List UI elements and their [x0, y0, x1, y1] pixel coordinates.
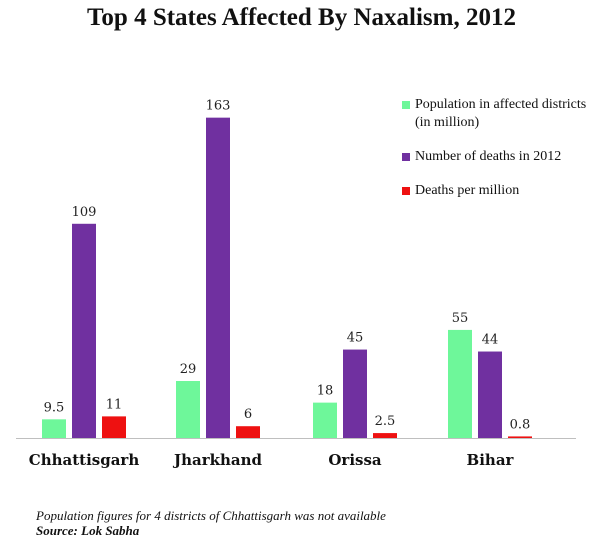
bar-deaths-chhattisgarh	[72, 223, 96, 438]
legend-item-deaths-per-million: Deaths per million	[402, 182, 602, 200]
data-label-population-chhattisgarh: 9.5	[44, 400, 65, 415]
legend-label-population: Population in affected districts (in mil…	[415, 97, 587, 130]
legend-swatch-population	[402, 101, 410, 109]
legend-swatch-deaths-per-million	[402, 187, 410, 195]
category-label-orissa: Orissa	[328, 451, 382, 469]
data-label-population-orissa: 18	[317, 384, 334, 399]
legend-label-deaths-per-million: Deaths per million	[415, 183, 520, 198]
data-label-deaths-chhattisgarh: 109	[72, 205, 97, 220]
bar-deaths-bihar	[478, 351, 502, 438]
footnote-source: Source: Lok Sabha	[36, 523, 140, 538]
category-label-chhattisgarh: Chhattisgarh	[29, 451, 140, 469]
legend-item-deaths: Number of deaths in 2012	[402, 148, 602, 166]
legend: Population in affected districts (in mil…	[402, 96, 602, 216]
data-label-deaths-per-million-chhattisgarh: 11	[106, 397, 123, 412]
bar-deaths-orissa	[343, 349, 367, 438]
bar-deaths-per-million-orissa	[373, 433, 397, 438]
legend-item-population: Population in affected districts (in mil…	[402, 96, 602, 132]
bar-deaths-per-million-chhattisgarh	[102, 416, 126, 438]
bar-population-jharkhand	[176, 381, 200, 438]
bar-population-bihar	[448, 329, 472, 438]
data-label-deaths-jharkhand: 163	[206, 99, 231, 114]
bar-population-chhattisgarh	[42, 419, 66, 438]
footnote: Population figures for 4 districts of Ch…	[36, 508, 386, 538]
legend-swatch-deaths	[402, 153, 410, 161]
legend-label-deaths: Number of deaths in 2012	[415, 149, 562, 164]
bar-deaths-per-million-jharkhand	[236, 426, 260, 438]
bar-deaths-jharkhand	[206, 117, 230, 439]
data-label-population-jharkhand: 29	[180, 362, 197, 377]
bar-population-orissa	[313, 402, 337, 438]
data-label-deaths-per-million-jharkhand: 6	[244, 407, 252, 422]
data-label-deaths-orissa: 45	[347, 331, 364, 346]
data-label-population-bihar: 55	[452, 311, 469, 326]
chart-title: Top 4 States Affected By Naxalism, 2012	[87, 4, 516, 31]
footnote-note: Population figures for 4 districts of Ch…	[36, 508, 386, 523]
category-label-bihar: Bihar	[467, 451, 515, 469]
data-label-deaths-bihar: 44	[482, 333, 499, 348]
data-label-deaths-per-million-orissa: 2.5	[375, 414, 396, 429]
bar-deaths-per-million-bihar	[508, 436, 532, 438]
data-label-deaths-per-million-bihar: 0.8	[510, 417, 531, 432]
category-label-jharkhand: Jharkhand	[172, 451, 263, 469]
